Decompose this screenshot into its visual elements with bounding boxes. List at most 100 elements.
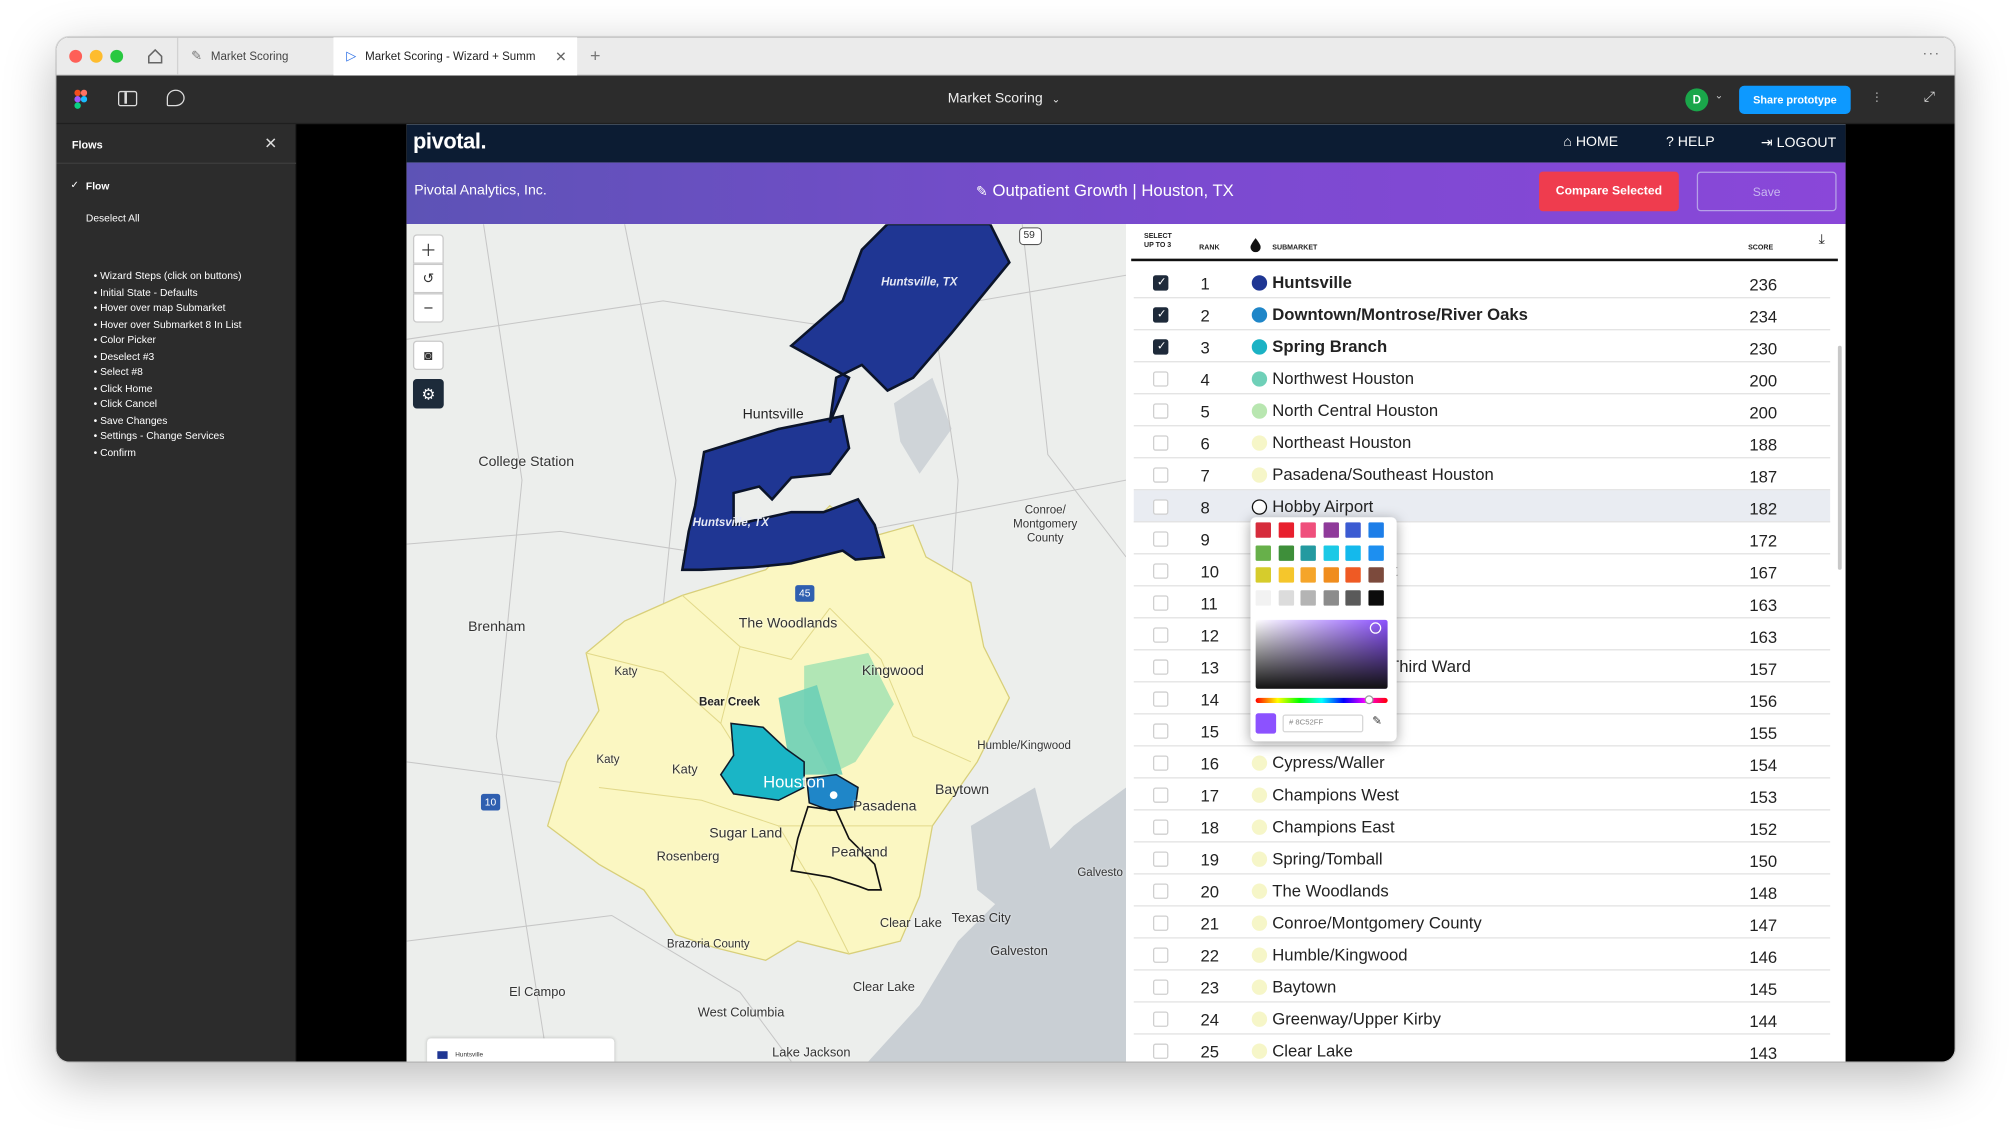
select-checkbox[interactable]: ✓ bbox=[1152, 275, 1169, 291]
hue-handle[interactable] bbox=[1364, 695, 1374, 705]
scrollbar[interactable] bbox=[1837, 345, 1842, 570]
map[interactable]: 59 45 10 Huntsville, TX Huntsville College… bbox=[406, 224, 1127, 1062]
select-checkbox[interactable] bbox=[1152, 915, 1169, 931]
color-swatch[interactable] bbox=[1367, 544, 1384, 561]
close-flows-icon[interactable]: ✕ bbox=[264, 134, 278, 153]
nav-logout-link[interactable]: ⇥ LOGOUT bbox=[1761, 134, 1836, 151]
table-row[interactable]: 19 Spring/Tomball 150 bbox=[1133, 843, 1831, 875]
flow-item[interactable]: • Click Home bbox=[93, 382, 153, 394]
color-swatch[interactable] bbox=[1322, 522, 1339, 538]
pivotal-logo[interactable]: pivotal. bbox=[412, 129, 487, 154]
select-checkbox[interactable] bbox=[1152, 883, 1169, 899]
table-row[interactable]: 11 163 bbox=[1133, 586, 1831, 619]
settings-sliders-icon[interactable]: ⫶ bbox=[1875, 90, 1879, 107]
close-tab-icon[interactable]: ✕ bbox=[555, 49, 567, 66]
zoom-in-button[interactable]: ＋ bbox=[412, 234, 444, 264]
select-checkbox[interactable] bbox=[1152, 403, 1169, 419]
camera-button[interactable]: ◙ bbox=[412, 340, 444, 371]
submarket-color-swatch[interactable] bbox=[1251, 371, 1268, 387]
saturation-handle[interactable] bbox=[1369, 622, 1382, 634]
download-icon[interactable]: ⤓ bbox=[1818, 231, 1825, 248]
select-checkbox[interactable] bbox=[1152, 659, 1169, 675]
submarket-color-swatch[interactable] bbox=[1251, 915, 1268, 931]
eyedropper-icon[interactable]: ✎ bbox=[1372, 714, 1382, 728]
select-checkbox[interactable] bbox=[1152, 371, 1169, 387]
reset-view-button[interactable]: ↺ bbox=[412, 263, 444, 294]
table-row[interactable]: 12n163 bbox=[1133, 618, 1831, 651]
color-swatch[interactable] bbox=[1255, 522, 1271, 538]
table-row[interactable]: 10ndren Southwest167 bbox=[1133, 554, 1831, 587]
table-row[interactable]: 6 Northeast Houston 188 bbox=[1133, 426, 1831, 459]
table-row[interactable]: 8 Hobby Airport 182 bbox=[1133, 490, 1831, 523]
table-row[interactable]: 25 Clear Lake 143 bbox=[1134, 1035, 1830, 1061]
submarket-color-swatch[interactable] bbox=[1251, 499, 1268, 515]
table-row[interactable]: 22 Humble/Kingwood 146 bbox=[1133, 939, 1831, 971]
color-swatch[interactable] bbox=[1278, 522, 1294, 538]
select-checkbox[interactable] bbox=[1152, 467, 1169, 483]
table-row[interactable]: 17 Champions West 153 bbox=[1133, 778, 1831, 811]
color-swatch[interactable] bbox=[1300, 544, 1316, 561]
flow-item-flow[interactable]: Flow bbox=[85, 180, 110, 193]
select-checkbox[interactable] bbox=[1152, 979, 1169, 995]
share-prototype-button[interactable]: Share prototype bbox=[1739, 85, 1851, 114]
table-row[interactable]: 9ry172 bbox=[1133, 522, 1831, 555]
select-checkbox[interactable] bbox=[1152, 531, 1169, 547]
tab-market-scoring[interactable]: ✎ Market Scoring bbox=[176, 37, 333, 76]
color-swatch[interactable] bbox=[1322, 544, 1339, 561]
color-swatch[interactable] bbox=[1255, 544, 1271, 561]
flow-item[interactable]: • Settings - Change Services bbox=[93, 430, 225, 442]
color-picker[interactable]: # 8C52FF ✎ bbox=[1250, 517, 1397, 742]
submarket-color-swatch[interactable] bbox=[1251, 403, 1268, 419]
project-title[interactable]: ✎ Outpatient Growth | Houston, TX bbox=[976, 181, 1234, 200]
flow-item[interactable]: • Click Cancel bbox=[93, 398, 158, 410]
color-swatch[interactable] bbox=[1345, 567, 1361, 583]
home-icon[interactable] bbox=[146, 47, 164, 65]
new-tab-button[interactable]: + bbox=[589, 44, 601, 66]
flow-item[interactable]: • Save Changes bbox=[93, 414, 168, 426]
table-row[interactable]: 7 Pasadena/Southeast Houston 187 bbox=[1133, 458, 1831, 491]
nav-help-link[interactable]: ? HELP bbox=[1666, 134, 1715, 149]
flow-item[interactable]: • Hover over Submarket 8 In List bbox=[93, 318, 242, 330]
color-swatch[interactable] bbox=[1345, 544, 1361, 561]
flow-item[interactable]: • Color Picker bbox=[93, 334, 156, 346]
select-checkbox[interactable] bbox=[1152, 819, 1169, 835]
select-checkbox[interactable] bbox=[1152, 595, 1169, 611]
select-checkbox[interactable] bbox=[1152, 1011, 1169, 1027]
color-swatch[interactable] bbox=[1300, 522, 1316, 538]
file-title[interactable]: Market Scoring ⌄ bbox=[948, 91, 1061, 106]
table-row[interactable]: 24 Greenway/Upper Kirby 144 bbox=[1133, 1003, 1831, 1035]
select-checkbox[interactable]: ✓ bbox=[1152, 307, 1169, 323]
color-swatch[interactable] bbox=[1278, 589, 1294, 605]
submarket-color-swatch[interactable] bbox=[1251, 851, 1268, 867]
comment-icon[interactable] bbox=[166, 89, 185, 107]
submarket-color-swatch[interactable] bbox=[1251, 787, 1268, 803]
select-checkbox[interactable] bbox=[1152, 627, 1169, 643]
select-checkbox[interactable] bbox=[1152, 947, 1169, 963]
table-row[interactable]: 23 Baytown 145 bbox=[1133, 971, 1831, 1003]
figma-logo-icon[interactable] bbox=[74, 89, 88, 110]
avatar-chevron-icon[interactable]: ⌄ bbox=[1714, 89, 1724, 102]
select-checkbox[interactable] bbox=[1152, 851, 1169, 867]
select-checkbox[interactable] bbox=[1152, 787, 1169, 803]
select-checkbox[interactable] bbox=[1152, 1043, 1169, 1059]
minimize-window-button[interactable] bbox=[89, 49, 103, 63]
color-swatch[interactable] bbox=[1278, 544, 1294, 561]
zoom-window-button[interactable] bbox=[110, 49, 124, 63]
select-checkbox[interactable]: ✓ bbox=[1152, 339, 1169, 355]
color-swatch[interactable] bbox=[1345, 522, 1361, 538]
select-checkbox[interactable] bbox=[1152, 691, 1169, 707]
color-swatch[interactable] bbox=[1255, 567, 1271, 583]
submarket-color-swatch[interactable] bbox=[1251, 819, 1268, 835]
submarket-color-swatch[interactable] bbox=[1251, 275, 1268, 291]
table-row[interactable]: 21 Conroe/Montgomery County 147 bbox=[1133, 907, 1831, 939]
submarket-color-swatch[interactable] bbox=[1251, 467, 1268, 483]
submarket-color-swatch[interactable] bbox=[1251, 435, 1268, 451]
color-swatch[interactable] bbox=[1255, 589, 1271, 605]
table-row[interactable]: ✓ 3 Spring Branch 230 bbox=[1133, 330, 1831, 363]
zoom-out-button[interactable]: − bbox=[412, 293, 444, 323]
flow-item[interactable]: • Confirm bbox=[93, 446, 136, 458]
table-row[interactable]: 20 The Woodlands 148 bbox=[1133, 875, 1831, 907]
submarket-color-swatch[interactable] bbox=[1251, 339, 1268, 355]
select-checkbox[interactable] bbox=[1152, 499, 1169, 515]
flow-item[interactable]: • Select #8 bbox=[93, 366, 143, 378]
